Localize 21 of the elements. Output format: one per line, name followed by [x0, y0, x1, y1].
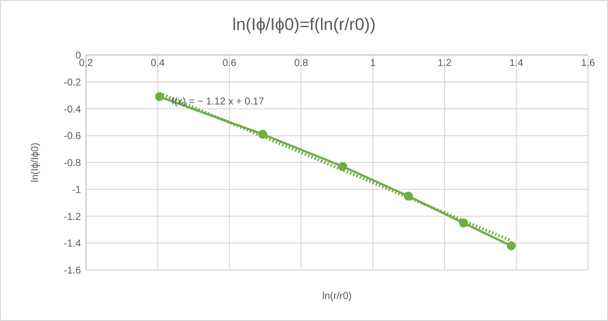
x-tick-label: 1.6	[581, 58, 596, 69]
x-tick-label: 1.4	[509, 58, 524, 69]
annotation: f(x) = − 1.12 x + 0.17	[172, 96, 264, 108]
x-tick-label: 1	[370, 58, 376, 69]
y-tick-label: -0.8	[64, 158, 82, 169]
y-axis-title: ln(Iϕ/Iϕ0)	[30, 142, 41, 182]
y-tick-label: -1	[72, 184, 82, 196]
y-tick-label: -0.6	[64, 131, 82, 142]
y-tick-label: -1.4	[64, 238, 82, 250]
x-tick-label: 0.4	[150, 58, 166, 69]
y-tick-label: -0.4	[64, 104, 82, 116]
x-tick-label: 0.2	[79, 58, 94, 69]
x-tick-label: 0.6	[222, 58, 237, 69]
x-axis-title: ln(r/r0)	[322, 291, 352, 302]
chart-title: ln(Iϕ/Iϕ0)=f(ln(r/r0))	[232, 15, 376, 34]
y-tick-label: -1.2	[64, 212, 82, 223]
point	[506, 241, 516, 250]
x-tick-label: 1.2	[438, 58, 452, 69]
y-tick-label: -0.2	[64, 77, 82, 88]
x-tick-label: 0.8	[294, 58, 309, 69]
y-tick-label: -1.6	[64, 266, 82, 276]
